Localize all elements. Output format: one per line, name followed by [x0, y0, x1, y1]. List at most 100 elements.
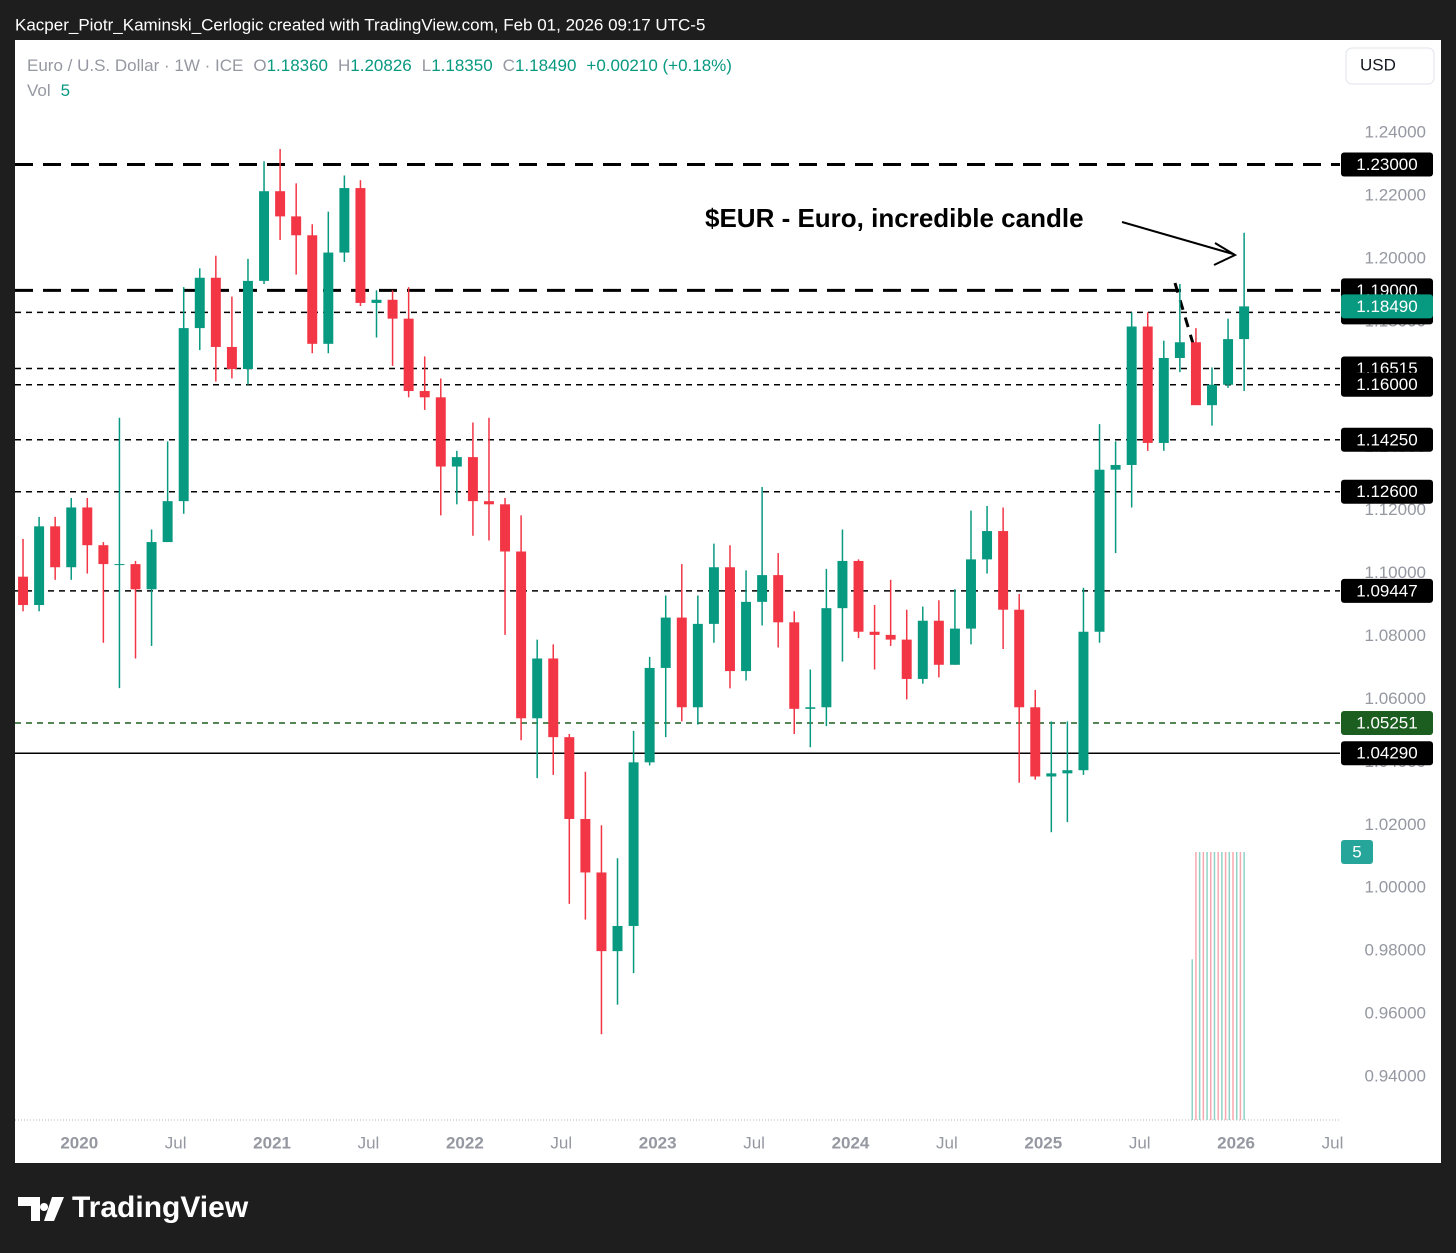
- candle-body: [98, 545, 109, 565]
- candle-body: [692, 623, 703, 708]
- y-tick-label: 1.22000: [1365, 185, 1426, 204]
- change: +0.00210 (+0.18%): [586, 56, 732, 75]
- x-tick-label: Jul: [1129, 1133, 1151, 1152]
- logo-text: TradingView: [72, 1191, 249, 1224]
- candle-body: [1062, 770, 1073, 774]
- candle-body: [966, 559, 976, 629]
- candle-body: [467, 457, 478, 502]
- level-tag: [1341, 741, 1433, 766]
- candle-body: [1223, 339, 1234, 385]
- attribution: Kacper_Piotr_Kaminski_Cerlogic created w…: [15, 15, 705, 34]
- o: 1.18360: [267, 56, 328, 75]
- candle-body: [644, 667, 655, 763]
- candle-body: [660, 617, 671, 668]
- candle-body: [50, 526, 61, 568]
- candle-body: [1174, 342, 1185, 358]
- candle-body: [387, 299, 398, 319]
- candle-body: [226, 346, 237, 369]
- candle-body: [500, 504, 511, 552]
- candle-body: [1190, 342, 1201, 406]
- x-tick-label: Jul: [358, 1133, 380, 1152]
- x-tick-label: 2026: [1217, 1133, 1255, 1152]
- candle-body: [1110, 464, 1121, 470]
- candle-body: [1030, 707, 1041, 777]
- y-tick-label: 1.20000: [1365, 248, 1426, 267]
- candle-body: [1046, 773, 1057, 777]
- candle-body: [1078, 631, 1089, 771]
- vol-legend: Vol 5: [27, 81, 70, 100]
- level-label: 1.23000: [1356, 155, 1417, 174]
- currency-button[interactable]: [1345, 47, 1435, 85]
- volume-tag: [1341, 840, 1373, 864]
- candle-body: [917, 620, 928, 679]
- candle-body: [435, 397, 446, 467]
- logo-mark: [18, 1197, 64, 1221]
- candle-body: [403, 318, 414, 392]
- x-tick-label: Jul: [550, 1133, 572, 1152]
- candle-body: [516, 551, 527, 719]
- annotation: $EUR - Euro, incredible candle: [705, 203, 1084, 233]
- level-label: 1.14250: [1356, 430, 1417, 449]
- candle-body: [725, 567, 735, 672]
- candle-body: [869, 631, 880, 635]
- y-tick-label: 1.10000: [1365, 563, 1426, 582]
- x-tick-label: 2020: [60, 1133, 98, 1152]
- candle-body: [323, 252, 334, 344]
- candle-body: [1158, 357, 1169, 443]
- level-tag: [1341, 710, 1433, 735]
- candle-body: [355, 188, 366, 303]
- candle-body: [194, 277, 205, 329]
- candle-body: [853, 560, 864, 632]
- x-tick-label: Jul: [1322, 1133, 1344, 1152]
- level-label: 1.12600: [1356, 482, 1417, 501]
- y-tick-label: 1.24000: [1365, 122, 1426, 141]
- volume-label: 5: [1352, 842, 1361, 861]
- l: 1.18350: [431, 56, 492, 75]
- h-label: H: [338, 56, 350, 75]
- y-tick-label: 1.06000: [1365, 689, 1426, 708]
- candle-body: [291, 216, 302, 236]
- candle-body: [708, 567, 719, 624]
- candle-body: [66, 507, 77, 568]
- y-tick-label: 0.98000: [1365, 941, 1426, 960]
- candle-body: [259, 191, 270, 281]
- candle-body: [451, 457, 462, 467]
- candle-body: [676, 617, 687, 708]
- candle-body: [242, 280, 253, 369]
- candle-body: [178, 328, 189, 502]
- candle-body: [805, 707, 816, 709]
- candle-body: [821, 608, 832, 708]
- candle-body: [1094, 469, 1105, 632]
- candle-body: [789, 622, 800, 709]
- trend-line: [1173, 282, 1199, 358]
- candle-body: [741, 601, 752, 672]
- candle-body: [901, 639, 912, 679]
- y-tick-label: 1.08000: [1365, 626, 1426, 645]
- candle-body: [483, 501, 494, 505]
- candle-body: [18, 576, 29, 605]
- candle-body: [1207, 384, 1217, 406]
- level-label: 1.05251: [1356, 713, 1417, 732]
- candle-body: [933, 620, 944, 665]
- x-tick-label: Jul: [743, 1133, 765, 1152]
- candle-body: [34, 526, 45, 605]
- l-label: L: [422, 56, 431, 75]
- candle-body: [757, 575, 768, 602]
- vol-label: Vol: [27, 81, 51, 100]
- symbol: Euro / U.S. Dollar · 1W · ICE: [27, 56, 243, 75]
- candle-body: [837, 560, 848, 609]
- candle-body: [580, 818, 591, 873]
- level-label: 1.16000: [1356, 375, 1417, 394]
- level-tag: [1341, 479, 1433, 504]
- x-tick-label: 2023: [639, 1133, 677, 1152]
- candle-body: [773, 575, 784, 623]
- c: 1.18490: [515, 56, 576, 75]
- x-tick-label: 2024: [832, 1133, 870, 1152]
- currency: USD: [1360, 55, 1396, 74]
- candle-body: [130, 564, 141, 590]
- candle-body: [1126, 326, 1137, 465]
- candle-body: [275, 191, 286, 217]
- level-label: 1.04290: [1356, 744, 1417, 763]
- h: 1.20826: [350, 56, 411, 75]
- candle-body: [419, 391, 430, 398]
